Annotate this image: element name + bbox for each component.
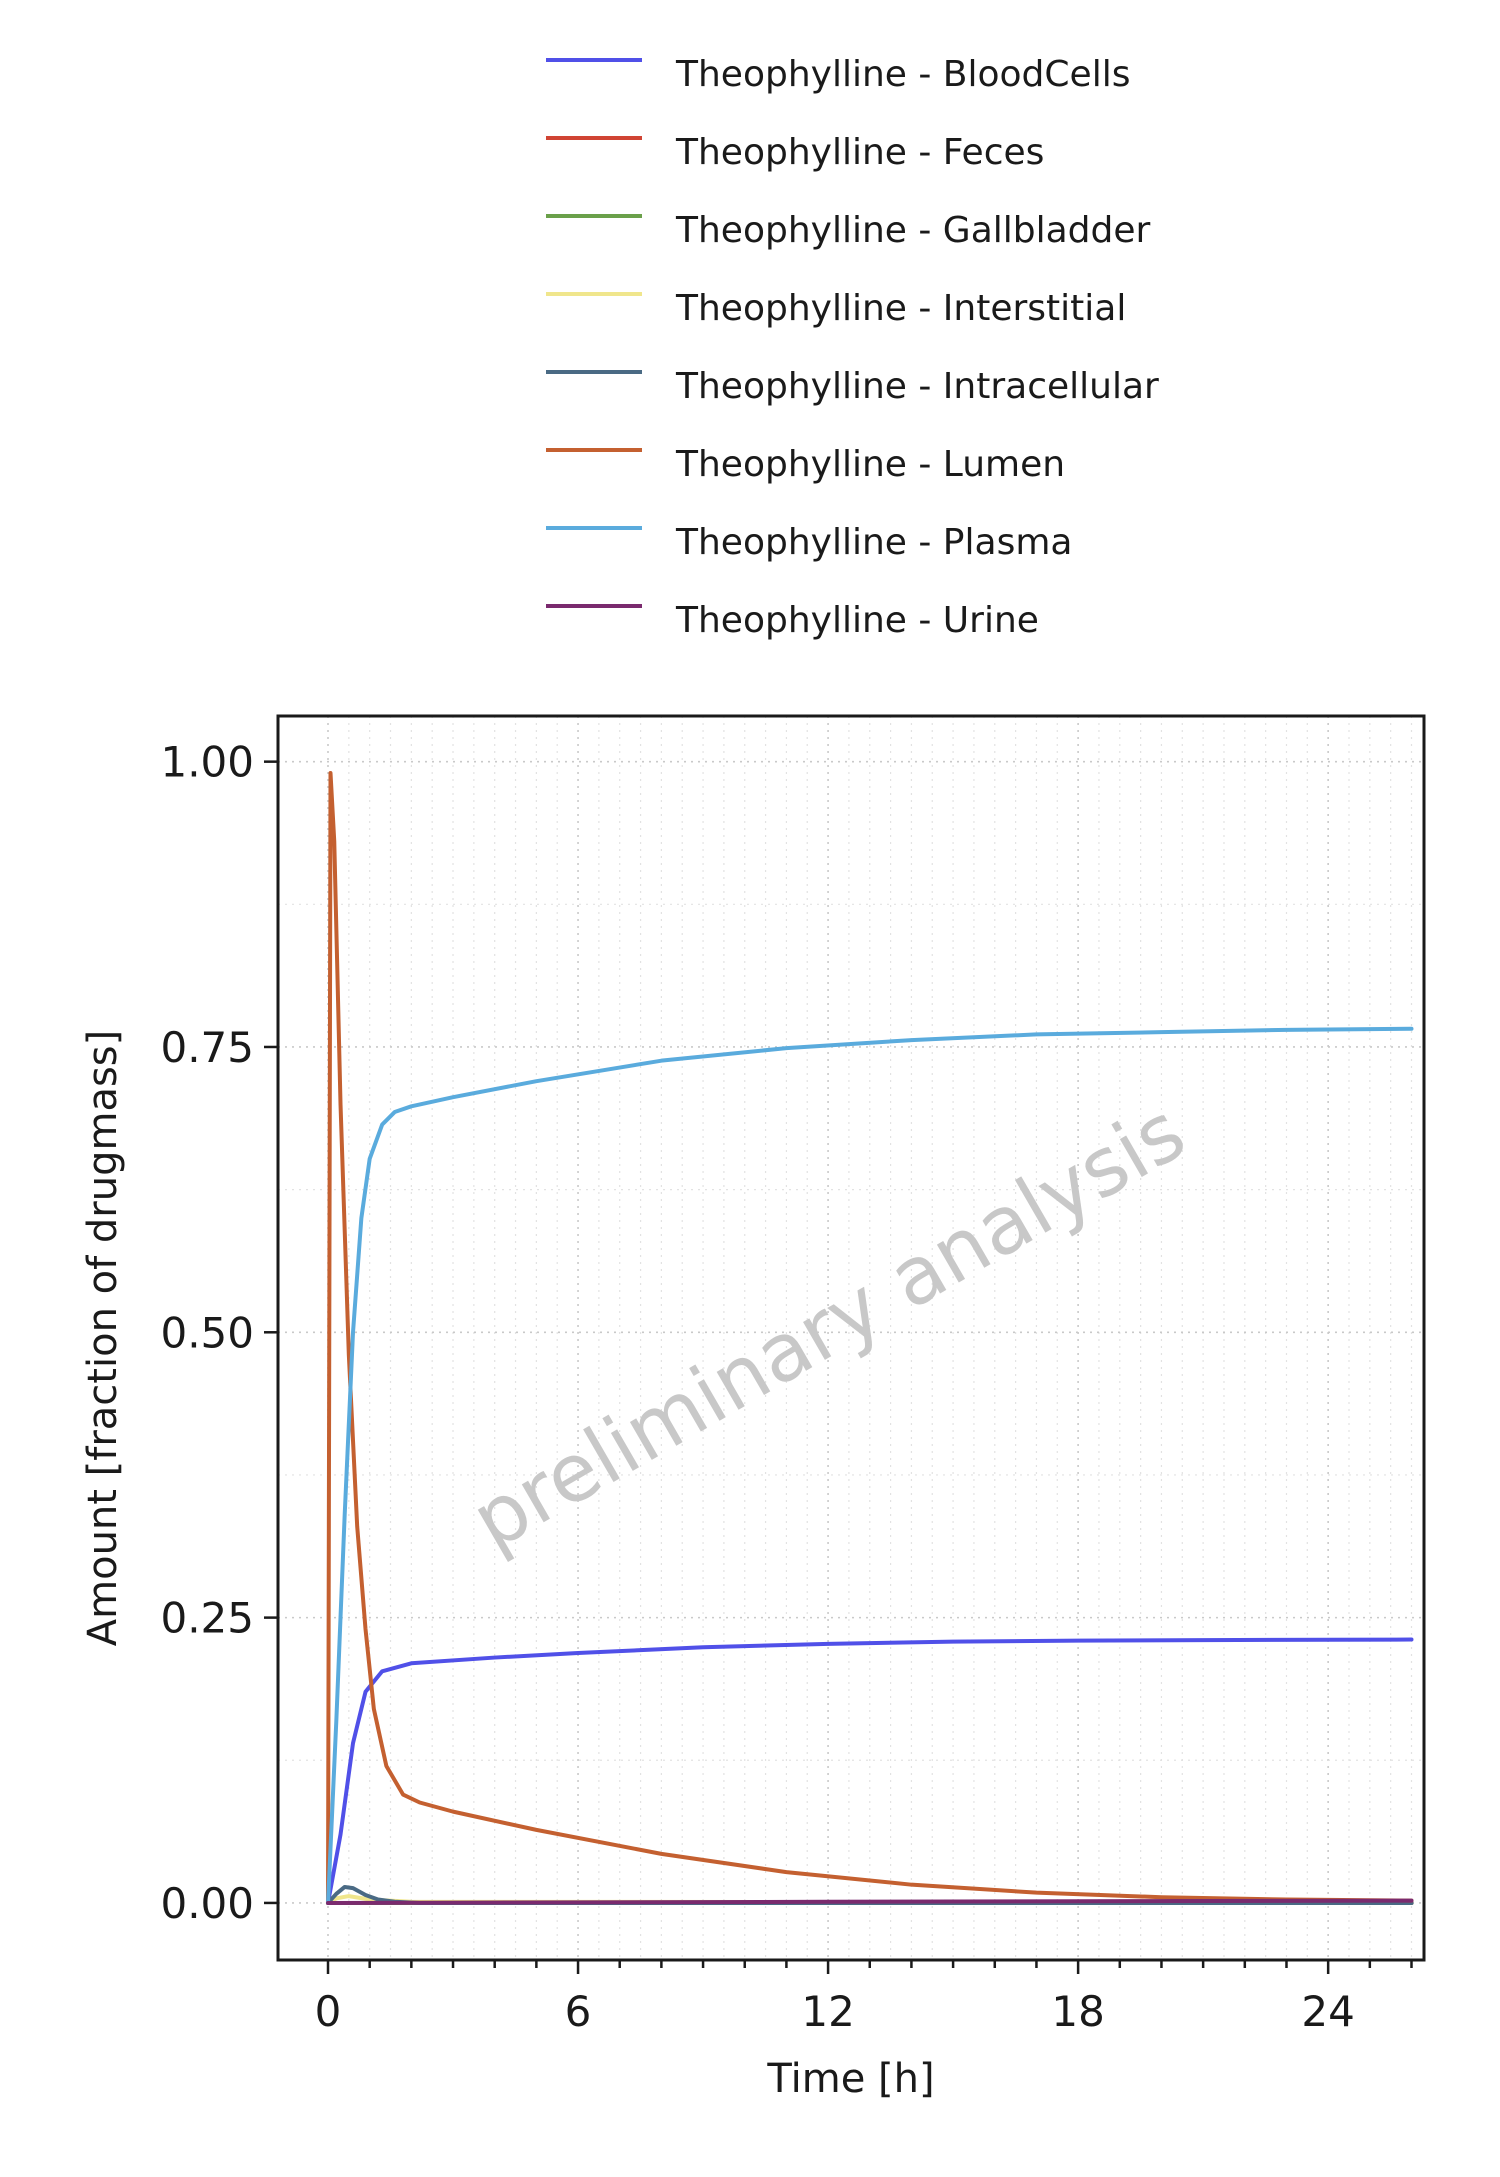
legend-label: Theophylline - Interstitial [675,288,1126,329]
legend-label: Theophylline - Intracellular [675,366,1159,407]
plot-frame [276,714,1426,1962]
legend-label: Theophylline - Gallbladder [675,210,1151,251]
legend-label: Theophylline - Feces [675,132,1044,173]
axis-ticks [264,760,1413,1974]
grid [278,716,1424,1960]
series-line-urine [326,1898,1414,1905]
series-lines [326,771,1414,1905]
x-axis-title: Time [h] [766,2056,934,2102]
legend-item-plasma: Theophylline - Plasma [546,522,1072,563]
x-tick-label: 0 [315,1987,342,2036]
series-line-plasma [326,1026,1414,1905]
legend-item-interstitial: Theophylline - Interstitial [546,288,1126,329]
y-tick-label: 0.75 [160,1023,254,1072]
x-tick-label: 18 [1051,1987,1104,2036]
y-axis-title: Amount [fraction of drugmass] [80,1030,126,1646]
y-tick-label: 0.00 [160,1879,254,1928]
legend-item-intracellular: Theophylline - Intracellular [546,366,1159,407]
y-tick-label: 0.25 [160,1594,254,1643]
legend-label: Theophylline - Lumen [675,444,1065,485]
legend-item-urine: Theophylline - Urine [546,600,1039,641]
legend-item-feces: Theophylline - Feces [546,132,1044,173]
legend-label: Theophylline - Plasma [675,522,1072,563]
tick-labels: 0 6 12 18 24 0.00 0.25 0.50 0.75 1.00 [160,738,1354,2036]
legend-label: Theophylline - BloodCells [675,54,1130,95]
y-tick-label: 0.50 [160,1308,254,1357]
series-line-lumen [326,771,1414,1905]
legend-item-bloodcells: Theophylline - BloodCells [546,54,1130,95]
x-tick-label: 12 [801,1987,854,2036]
y-tick-label: 1.00 [160,738,254,787]
legend: Theophylline - BloodCells Theophylline - … [546,54,1159,641]
legend-item-lumen: Theophylline - Lumen [546,444,1065,485]
legend-item-gallbladder: Theophylline - Gallbladder [546,210,1151,251]
x-tick-label: 24 [1301,1987,1354,2036]
series-line-bloodcells [326,1637,1414,1905]
x-tick-label: 6 [565,1987,592,2036]
legend-label: Theophylline - Urine [675,600,1039,641]
